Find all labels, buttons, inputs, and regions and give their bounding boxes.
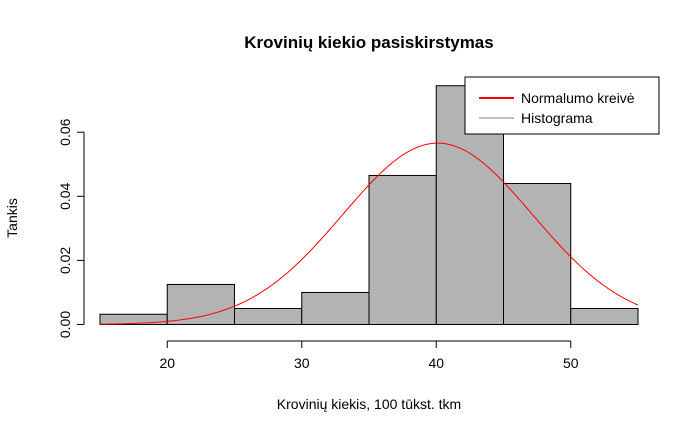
y-axis: 0.00 0.02 0.04 0.06 bbox=[57, 118, 85, 338]
histogram-bars bbox=[99, 85, 639, 326]
chart-title: Krovinių kiekio pasiskirstymas bbox=[244, 33, 493, 52]
y-tick-label: 0.04 bbox=[57, 182, 73, 209]
y-tick-label: 0.02 bbox=[57, 247, 73, 274]
histogram-bar bbox=[570, 307, 639, 326]
x-axis-label: Krovinių kiekis, 100 tūkst. tkm bbox=[277, 396, 461, 412]
histogram-bar bbox=[166, 283, 235, 326]
legend: Normalumo kreivė Histograma bbox=[464, 76, 660, 135]
legend-label-histogram: Histograma bbox=[521, 110, 593, 126]
x-tick-label: 50 bbox=[563, 355, 579, 371]
x-tick-label: 20 bbox=[159, 355, 175, 371]
y-axis-label: Tankis bbox=[4, 198, 20, 238]
histogram-bar bbox=[503, 182, 572, 325]
histogram-bar bbox=[301, 291, 370, 326]
x-tick-label: 40 bbox=[428, 355, 444, 371]
normal-curve-line bbox=[99, 142, 639, 325]
x-tick-label: 30 bbox=[294, 355, 310, 371]
x-axis: 20 30 40 50 bbox=[159, 340, 579, 371]
histogram-bar bbox=[368, 174, 437, 325]
histogram-bar bbox=[234, 307, 303, 326]
legend-box bbox=[464, 76, 660, 135]
normal-curve-group bbox=[99, 142, 639, 325]
legend-label-normal-curve: Normalumo kreivė bbox=[521, 90, 635, 106]
y-tick-label: 0.06 bbox=[57, 118, 73, 145]
y-tick-label: 0.00 bbox=[57, 311, 73, 338]
